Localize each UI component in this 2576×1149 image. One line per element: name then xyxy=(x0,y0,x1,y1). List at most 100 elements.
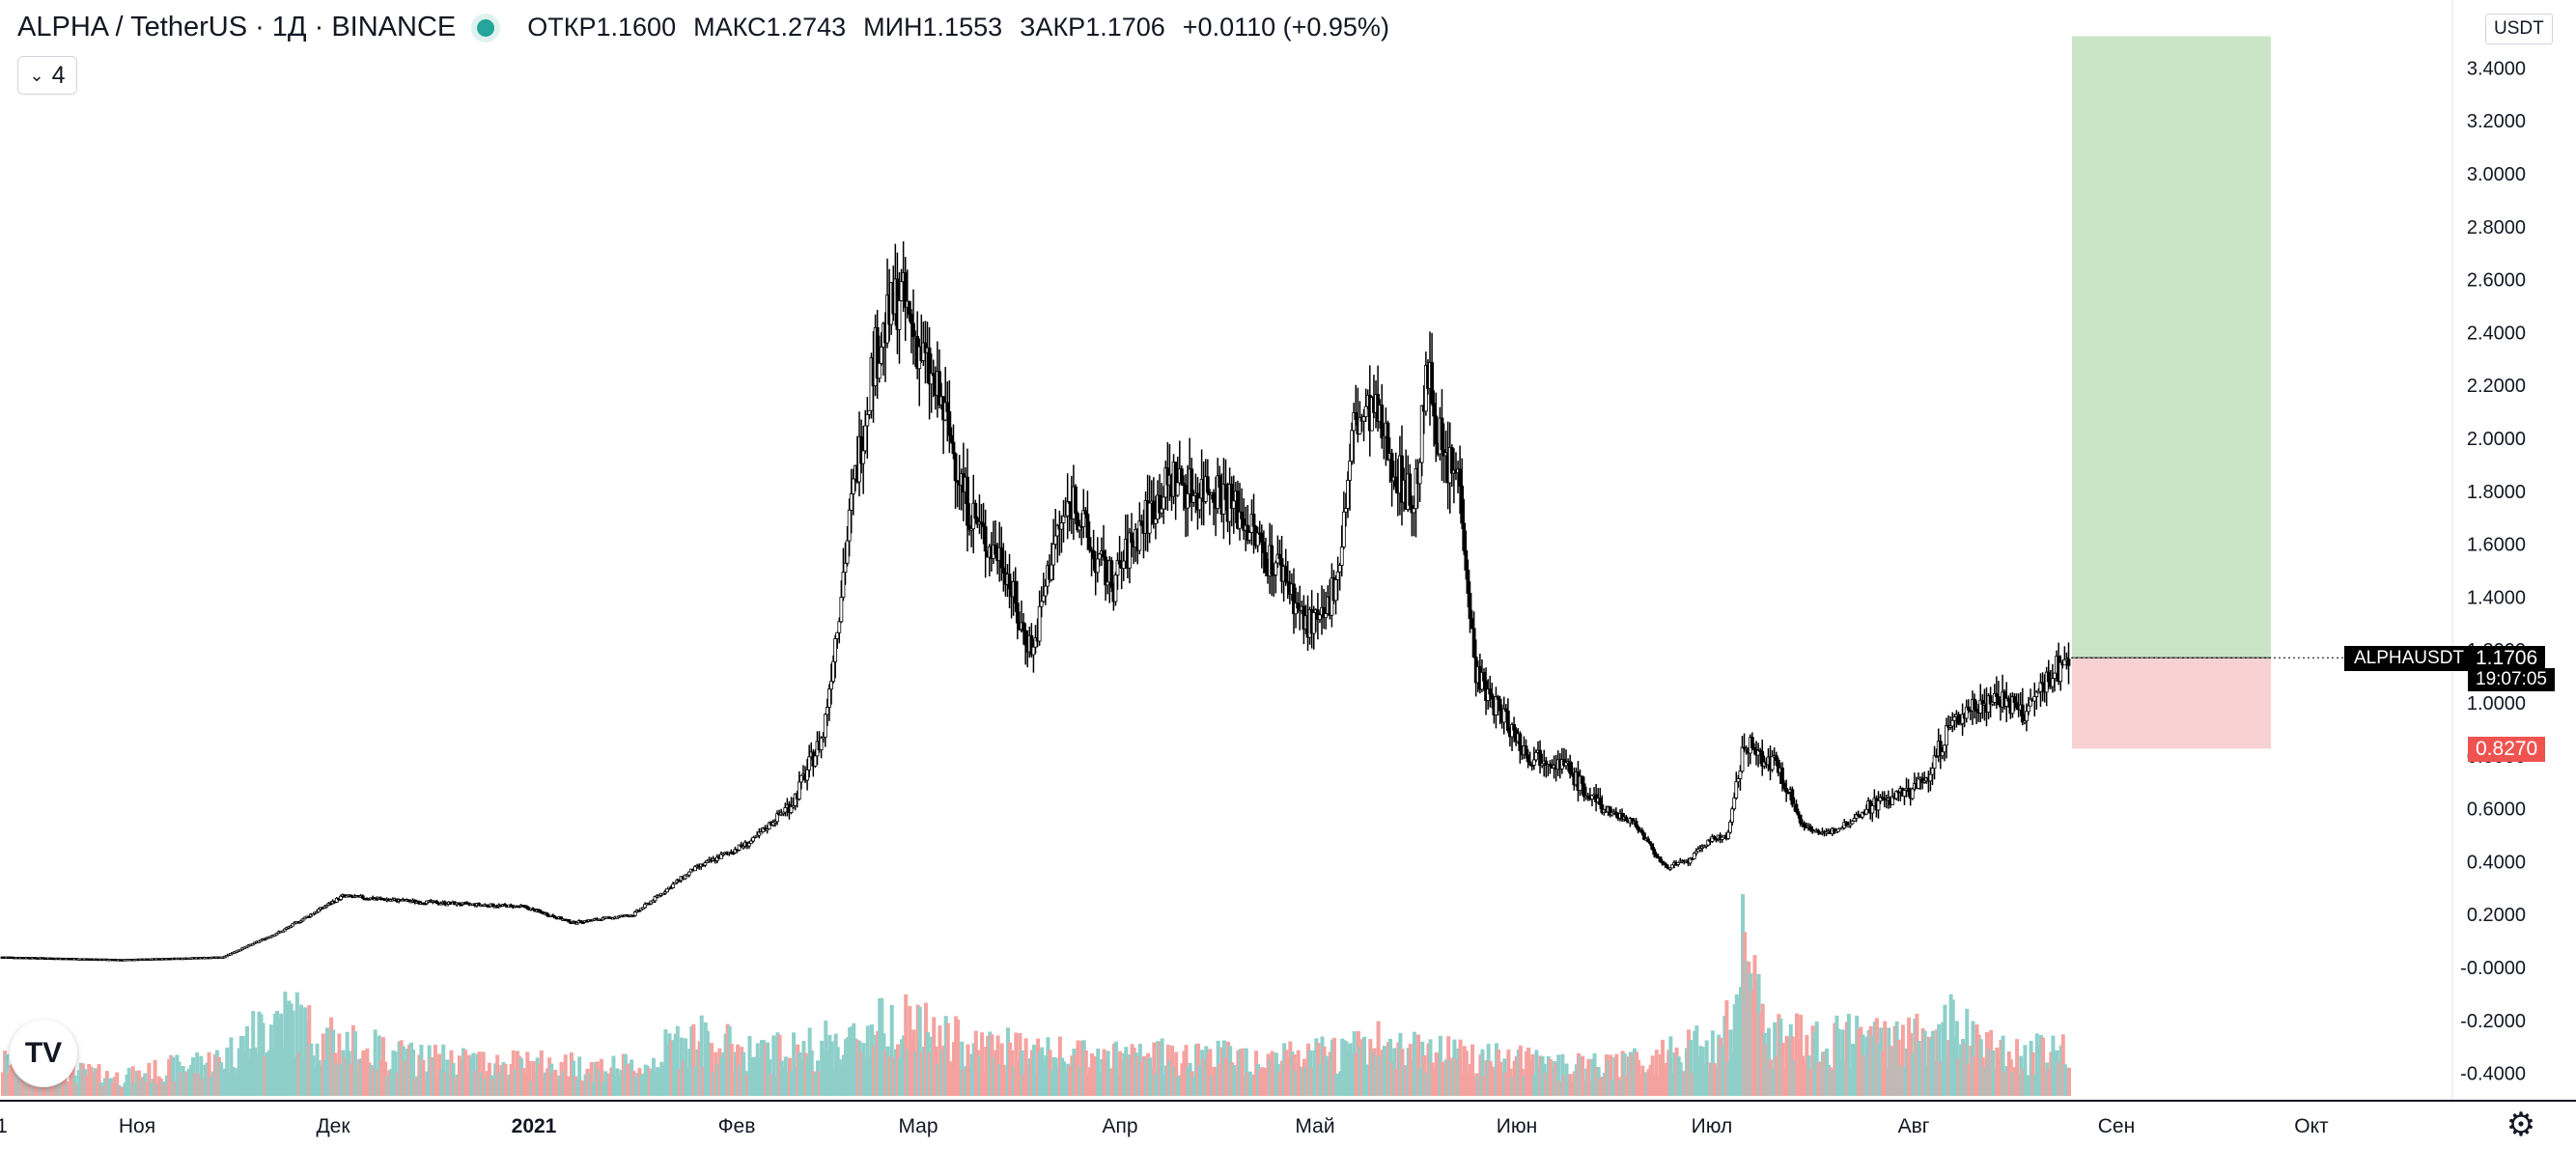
volume-bar xyxy=(1360,1039,1365,1096)
price-scale-label: 1.8000 xyxy=(2467,482,2526,503)
volume-bar xyxy=(1719,1037,1723,1096)
volume-bar xyxy=(755,1043,760,1096)
volume-bar xyxy=(2023,1045,2028,1096)
volume-bar xyxy=(815,1060,820,1096)
volume-bar xyxy=(307,1005,312,1096)
volume-bar xyxy=(1452,1039,1457,1096)
volume-bar xyxy=(369,1064,374,1096)
candle-body xyxy=(1531,759,1536,766)
tradingview-logo-icon[interactable]: TV xyxy=(10,1020,77,1087)
volume-bar xyxy=(1003,1072,1008,1096)
candle-body xyxy=(1864,808,1868,815)
market-status-dot[interactable] xyxy=(477,18,495,37)
candle-body xyxy=(1526,754,1530,763)
volume-bar xyxy=(238,1036,243,1096)
volume-bar xyxy=(1408,1044,1413,1096)
price-scale[interactable]: 3.4000 3.2000 3.0000 2.8000 2.6000 2.4000 2.20… xyxy=(2460,58,2526,1084)
volume-bar xyxy=(839,1065,844,1096)
candle-body xyxy=(1311,612,1316,634)
candle-body xyxy=(1928,773,1933,782)
volume-bar xyxy=(1416,1034,1421,1096)
volume-bar xyxy=(600,1058,604,1096)
candle-body xyxy=(1501,708,1506,723)
volume-bar xyxy=(352,1031,357,1096)
candle-body xyxy=(1393,476,1398,488)
long-position-tool[interactable] xyxy=(2072,36,2271,749)
volume-bar xyxy=(2008,1059,2013,1096)
volume-bar xyxy=(1504,1072,1509,1096)
volume-bar xyxy=(1861,1034,1865,1096)
volume-bar xyxy=(1607,1060,1611,1096)
indicators-toggle-button[interactable]: ⌄ 4 xyxy=(17,56,77,95)
volume-bar xyxy=(1512,1060,1517,1096)
volume-bar xyxy=(1544,1072,1549,1096)
candle-body xyxy=(1734,781,1739,799)
volume-bar xyxy=(137,1070,142,1096)
candle-body xyxy=(289,925,294,929)
volume-bar xyxy=(770,1073,774,1096)
volume-bar xyxy=(1969,1046,1974,1096)
volume-bar xyxy=(1704,1040,1709,1096)
volume-bar xyxy=(1111,1044,1116,1096)
volume-bar xyxy=(1396,1042,1401,1096)
candle-body xyxy=(2032,696,2037,702)
volume-bar xyxy=(1020,1050,1024,1096)
volume-bar xyxy=(727,1025,732,1096)
volume-bar xyxy=(1855,1015,1860,1096)
currency-button[interactable]: USDT xyxy=(2485,14,2553,44)
volume-bar xyxy=(1184,1045,1189,1096)
candle-body xyxy=(829,681,833,690)
volume-bar xyxy=(980,1032,985,1096)
candle-body xyxy=(1738,771,1743,779)
position-target-zone[interactable] xyxy=(2072,36,2271,659)
candle-body xyxy=(1104,556,1107,586)
volume-bar xyxy=(63,1076,68,1096)
volume-bar xyxy=(1642,1072,1647,1096)
volume-bar xyxy=(1306,1043,1311,1096)
volume-bar xyxy=(1674,1047,1679,1096)
volume-bar xyxy=(865,1025,870,1096)
volume-bar xyxy=(331,1029,336,1096)
volume-bar xyxy=(1310,1067,1315,1096)
volume-bar xyxy=(1087,1067,1092,1096)
volume-bar xyxy=(533,1073,538,1096)
volume-bar xyxy=(631,1071,636,1096)
volume-bar xyxy=(1350,1053,1355,1096)
volume-bar xyxy=(270,1047,275,1096)
volume-bar xyxy=(1758,1013,1763,1096)
position-stop-zone[interactable] xyxy=(2072,658,2271,749)
volume-bar xyxy=(431,1057,435,1096)
volume-bar xyxy=(1258,1069,1263,1096)
volume-bar xyxy=(1502,1058,1507,1096)
candle-body xyxy=(1652,848,1657,855)
volume-bar xyxy=(1462,1046,1467,1096)
gear-icon[interactable]: ⚙ xyxy=(2506,1107,2536,1143)
candle-body xyxy=(1917,778,1920,789)
candle-body xyxy=(1994,692,1999,697)
volume-bar xyxy=(876,1030,881,1096)
volume-bar xyxy=(759,1040,764,1096)
volume-bar xyxy=(1582,1079,1587,1096)
volume-bar xyxy=(857,1041,862,1096)
volume-bar xyxy=(409,1042,414,1096)
volume-bar xyxy=(437,1053,442,1096)
volume-bar xyxy=(1840,1029,1845,1096)
volume-bar xyxy=(1195,1043,1200,1096)
volume-bar xyxy=(393,1051,398,1096)
volume-bar xyxy=(699,1015,704,1096)
volume-bar xyxy=(833,1033,838,1096)
volume-bar xyxy=(1644,1072,1649,1096)
volume-bar xyxy=(1879,1027,1884,1096)
volume-bar xyxy=(658,1069,662,1096)
time-scale[interactable]: 1 Ноя Дек 2021 Фев Мар Апр Май Июн Июл Авг Сен Окт xyxy=(0,1115,2329,1137)
symbol-title[interactable]: ALPHA / TetherUS · 1Д · BINANCE xyxy=(17,12,457,42)
volume-bar xyxy=(747,1035,752,1096)
volume-bar xyxy=(725,1023,730,1096)
candle-body xyxy=(1648,841,1653,845)
candle-body xyxy=(632,911,637,916)
candle-body xyxy=(805,769,810,781)
candle-body xyxy=(981,522,986,527)
candle-body xyxy=(1582,783,1586,798)
candle-body xyxy=(324,905,329,908)
